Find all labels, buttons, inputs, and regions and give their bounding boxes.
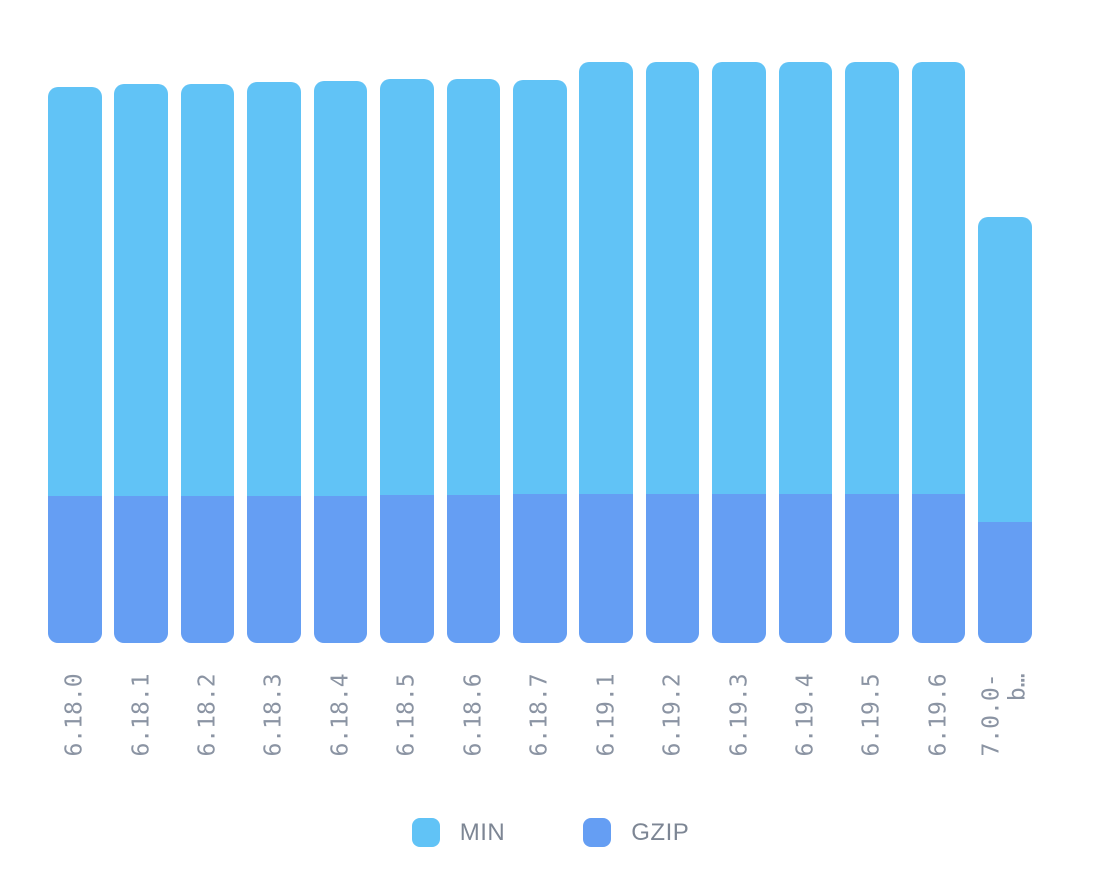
bar-column[interactable] xyxy=(446,79,501,643)
gzip-segment[interactable] xyxy=(513,494,567,643)
min-segment[interactable] xyxy=(180,84,235,496)
min-segment[interactable] xyxy=(247,82,301,496)
min-segment[interactable] xyxy=(978,217,1032,522)
min-segment[interactable] xyxy=(845,61,899,494)
min-segment[interactable] xyxy=(513,80,567,494)
bar-column[interactable] xyxy=(313,81,368,643)
bar-column[interactable] xyxy=(845,61,899,643)
bar-column[interactable] xyxy=(247,82,301,643)
gzip-segment[interactable] xyxy=(712,494,766,643)
min-segment[interactable] xyxy=(778,61,833,494)
min-segment[interactable] xyxy=(712,61,766,494)
gzip-segment[interactable] xyxy=(446,495,501,643)
bar-column[interactable] xyxy=(579,61,633,643)
bar-column[interactable] xyxy=(48,87,102,643)
legend-label-gzip: GZIP xyxy=(631,818,690,846)
bar-column[interactable] xyxy=(778,61,833,643)
gzip-segment[interactable] xyxy=(579,494,633,643)
min-segment[interactable] xyxy=(579,61,633,494)
bar-column[interactable] xyxy=(978,217,1032,643)
gzip-segment[interactable] xyxy=(845,494,899,643)
min-segment[interactable] xyxy=(48,87,102,496)
min-segment[interactable] xyxy=(313,81,368,496)
bar-column[interactable] xyxy=(180,84,235,643)
gzip-segment[interactable] xyxy=(911,494,966,643)
min-segment[interactable] xyxy=(380,78,434,495)
min-segment[interactable] xyxy=(911,61,966,494)
bar-column[interactable] xyxy=(645,61,700,643)
gzip-segment[interactable] xyxy=(247,496,301,643)
legend: MIN GZIP xyxy=(0,818,1101,847)
gzip-segment[interactable] xyxy=(778,494,833,643)
bar-column[interactable] xyxy=(380,78,434,643)
gzip-segment[interactable] xyxy=(380,495,434,643)
min-segment[interactable] xyxy=(114,84,168,496)
gzip-swatch-icon xyxy=(583,818,612,847)
gzip-segment[interactable] xyxy=(114,496,168,643)
bar-column[interactable] xyxy=(712,61,766,643)
bar-column[interactable] xyxy=(114,84,168,643)
legend-item-gzip[interactable]: GZIP xyxy=(583,818,689,847)
bar-column[interactable] xyxy=(513,80,567,643)
legend-item-min[interactable]: MIN xyxy=(411,818,506,847)
min-swatch-icon xyxy=(411,818,440,847)
gzip-segment[interactable] xyxy=(978,522,1032,643)
gzip-segment[interactable] xyxy=(645,494,700,643)
gzip-segment[interactable] xyxy=(180,496,235,643)
min-segment[interactable] xyxy=(645,61,700,494)
gzip-segment[interactable] xyxy=(313,496,368,643)
legend-label-min: MIN xyxy=(459,818,506,846)
min-segment[interactable] xyxy=(446,79,501,495)
bar-column[interactable] xyxy=(911,61,966,643)
gzip-segment[interactable] xyxy=(48,496,102,643)
